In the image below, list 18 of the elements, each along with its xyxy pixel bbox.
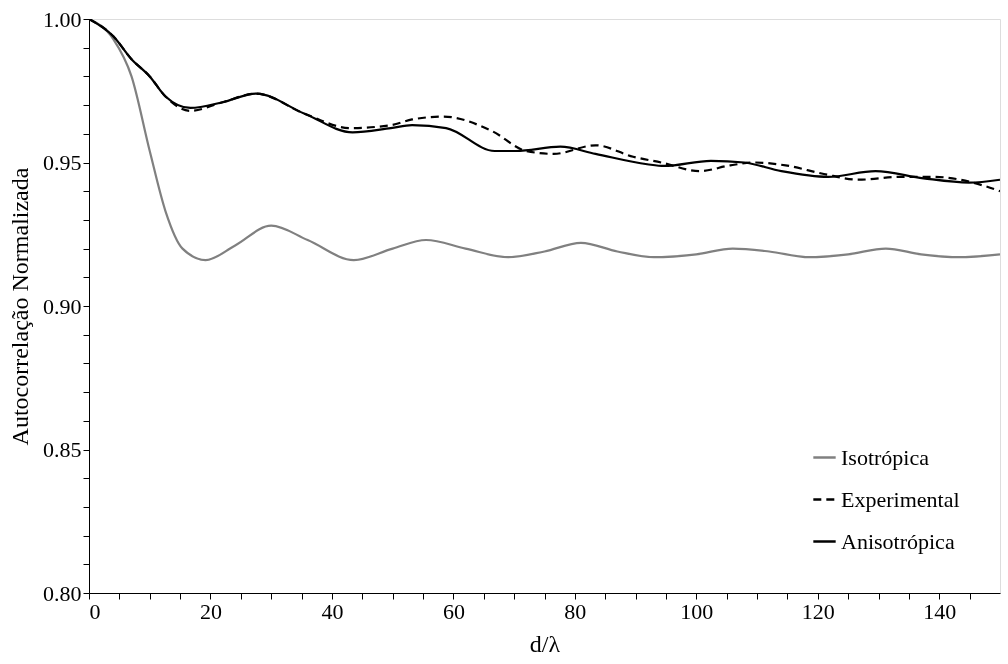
y-tick-label: 0.80: [43, 580, 82, 606]
x-tick-label: 120: [801, 598, 835, 624]
legend-label: Isotrópica: [841, 444, 930, 470]
y-tick-label: 1.00: [43, 6, 82, 32]
x-tick-label: 0: [89, 598, 101, 624]
x-tick-label: 40: [321, 598, 344, 624]
x-tick-label: 20: [199, 598, 222, 624]
x-tick-label: 100: [680, 598, 714, 624]
x-tick-label: 80: [564, 598, 587, 624]
legend-label: Experimental: [841, 486, 960, 512]
x-axis-title: d/λ: [529, 630, 561, 657]
legend-label: Anisotrópica: [841, 528, 955, 554]
x-tick-label: 60: [442, 598, 465, 624]
y-tick-label: 0.95: [43, 150, 82, 175]
y-tick-label: 0.85: [43, 437, 82, 462]
x-tick-label: 140: [923, 598, 957, 624]
y-tick-label: 0.90: [43, 293, 82, 319]
y-axis-title: Autocorrelação Normalizada: [7, 167, 33, 446]
